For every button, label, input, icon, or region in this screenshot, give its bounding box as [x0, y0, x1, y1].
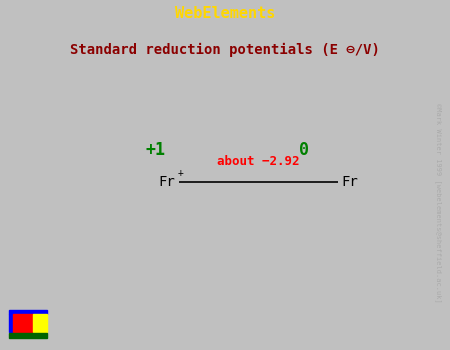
Text: about −2.92: about −2.92 — [217, 155, 300, 168]
Text: WebElements: WebElements — [175, 7, 275, 21]
Text: +1: +1 — [146, 141, 166, 159]
Text: Fr: Fr — [341, 175, 358, 189]
Bar — [9, 310, 47, 314]
Bar — [9, 333, 47, 338]
Text: 0: 0 — [299, 141, 309, 159]
Text: Fr: Fr — [159, 175, 176, 189]
Bar — [33, 314, 47, 332]
Text: Standard reduction potentials (E ⊖/V): Standard reduction potentials (E ⊖/V) — [70, 43, 380, 57]
Text: +: + — [178, 168, 184, 178]
Bar — [13, 314, 33, 332]
Text: ©Mark Winter 1999 [webelements@sheffield.ac.uk]: ©Mark Winter 1999 [webelements@sheffield… — [436, 103, 442, 303]
Bar — [9, 314, 13, 332]
